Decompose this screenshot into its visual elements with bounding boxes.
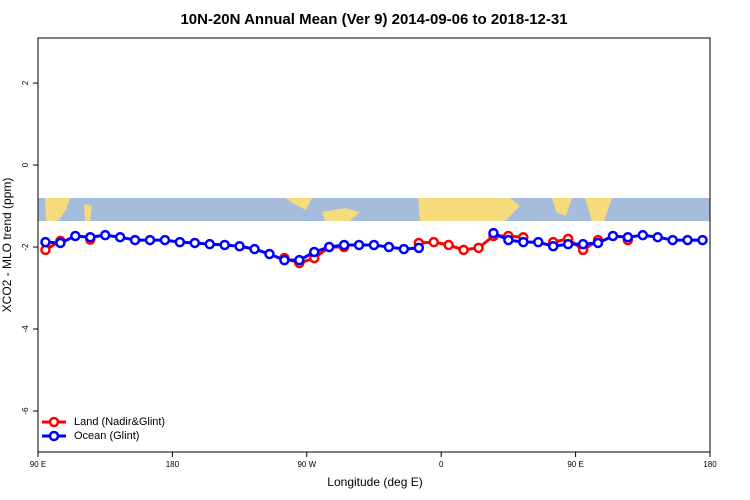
data-point	[667, 234, 678, 246]
data-point	[264, 248, 275, 260]
x-axis-title: Longitude (deg E)	[327, 475, 422, 489]
data-point	[398, 243, 410, 255]
legend-label: Land (Nadir&Glint)	[74, 416, 165, 428]
data-point	[189, 237, 201, 249]
data-point	[338, 239, 350, 251]
data-point	[607, 230, 619, 242]
x-tick-label: 90 E	[567, 460, 583, 469]
data-point	[40, 236, 51, 248]
data-point	[323, 241, 335, 253]
data-point	[428, 236, 439, 248]
land-shape	[285, 198, 312, 210]
data-point	[309, 246, 320, 258]
land-shape	[84, 204, 92, 221]
data-point	[547, 240, 559, 252]
land-shape	[45, 198, 70, 221]
data-point	[55, 237, 66, 249]
y-tick-label: -2	[21, 243, 30, 251]
data-point	[129, 234, 141, 246]
data-point	[622, 231, 634, 243]
data-point	[458, 244, 469, 256]
legend-marker	[48, 416, 60, 428]
legend-label: Ocean (Glint)	[74, 430, 139, 442]
data-point	[503, 234, 514, 246]
data-point	[249, 243, 260, 255]
ocean-band	[38, 198, 710, 221]
y-tick-label: -4	[21, 325, 30, 333]
land-shape	[322, 208, 360, 221]
data-point	[174, 236, 186, 248]
data-point	[159, 234, 171, 246]
data-point	[682, 234, 693, 246]
data-point	[533, 236, 544, 248]
map-strip	[38, 198, 710, 221]
data-point	[204, 238, 215, 250]
data-point	[279, 254, 290, 266]
land-shape	[552, 198, 572, 216]
x-tick-label: 0	[439, 460, 444, 469]
data-point	[488, 227, 499, 239]
data-point	[637, 229, 649, 241]
data-point	[114, 231, 126, 243]
data-point	[234, 240, 245, 252]
land-shape	[418, 198, 520, 221]
y-axis-title: XCO2 - MLO trend (ppm)	[0, 178, 14, 313]
data-point	[368, 239, 380, 251]
chart-title: 10N-20N Annual Mean (Ver 9) 2014-09-06 t…	[180, 11, 567, 28]
y-tick-label: 0	[21, 162, 30, 167]
data-point	[144, 234, 156, 246]
land-shape	[585, 198, 612, 221]
data-point	[353, 239, 365, 251]
data-point	[518, 236, 529, 248]
data-point	[443, 239, 454, 251]
legend-marker	[48, 430, 60, 442]
x-tick-label: 90 W	[297, 460, 316, 469]
x-tick-label: 90 E	[30, 460, 46, 469]
data-point	[562, 238, 574, 250]
data-point	[652, 231, 663, 243]
y-tick-label: 2	[21, 80, 30, 85]
data-point	[592, 237, 604, 249]
data-point	[85, 231, 96, 243]
y-tick-label: -6	[21, 407, 30, 415]
data-point	[219, 239, 230, 251]
data-point	[413, 242, 425, 254]
data-point	[294, 254, 305, 266]
data-point	[99, 229, 111, 241]
x-tick-label: 180	[703, 460, 717, 469]
data-point	[697, 234, 708, 246]
x-tick-label: 180	[166, 460, 180, 469]
plot-frame	[37, 37, 711, 453]
data-point	[383, 241, 395, 253]
data-point	[70, 230, 81, 242]
data-point	[577, 238, 589, 250]
data-point	[473, 242, 484, 254]
